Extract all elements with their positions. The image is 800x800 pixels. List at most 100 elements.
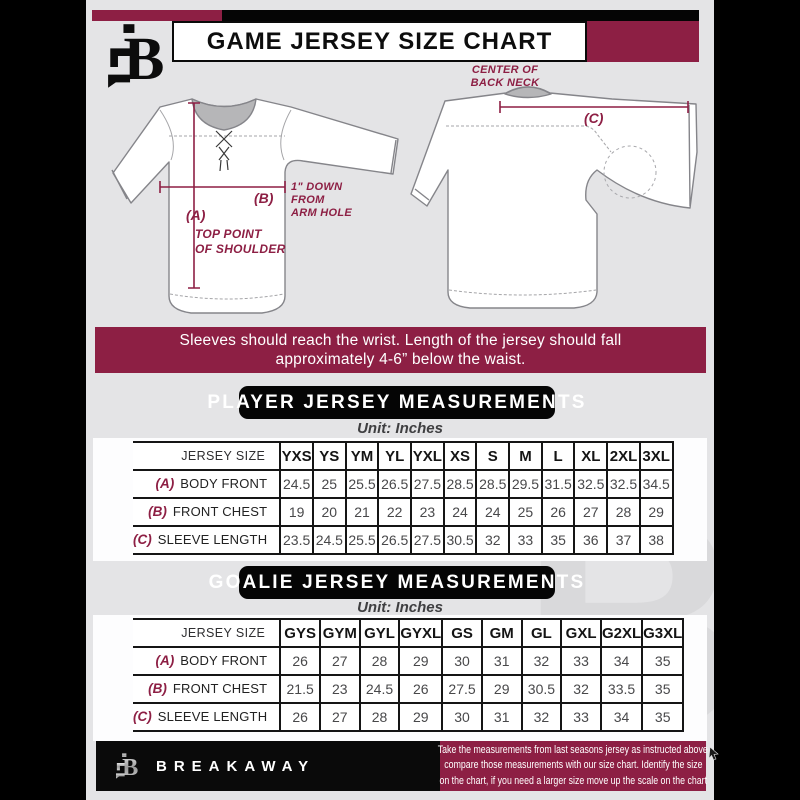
footer-note-line3: on the chart, if you need a larger size … — [439, 774, 707, 787]
left-frame — [0, 0, 86, 800]
a-desc-line2: OF SHOULDER — [195, 242, 286, 256]
size-column-header: M — [508, 441, 543, 471]
measurement-value-cell: 20 — [311, 497, 347, 527]
measurement-value-cell: 30.5 — [520, 674, 563, 704]
row-label: BODY FRONT — [180, 476, 268, 491]
center-back-neck-line1: CENTER OF — [471, 64, 539, 76]
size-column-header: S — [475, 441, 511, 471]
row-marker: (A) — [155, 476, 175, 491]
measurement-value-cell: 34 — [599, 702, 644, 732]
jersey-size-header-cell: JERSEY SIZE — [133, 618, 282, 648]
row-marker: (C) — [133, 709, 152, 724]
measurement-line-a — [188, 102, 200, 289]
measurement-value-cell: 37 — [606, 525, 641, 555]
size-column-header: GYS — [279, 618, 321, 648]
player-section-title: PLAYER JERSEY MEASUREMENTS — [207, 391, 587, 413]
measurement-value-cell: 29.5 — [508, 469, 543, 499]
row-label: FRONT CHEST — [172, 681, 268, 696]
measurement-value-cell: 31.5 — [540, 469, 576, 499]
measurement-value-cell: 32 — [520, 646, 563, 676]
size-column-header: 2XL — [606, 441, 641, 471]
note-banner-line1: Sleeves should reach the wrist. Length o… — [179, 331, 622, 349]
note-banner: Sleeves should reach the wrist. Length o… — [95, 327, 706, 373]
size-column-header: YXS — [279, 441, 314, 471]
measurement-value-cell: 31 — [480, 646, 523, 676]
row-label: SLEEVE LENGTH — [157, 709, 268, 724]
measurement-value-cell: 26 — [279, 646, 321, 676]
measurement-value-cell: 21.5 — [279, 674, 321, 704]
size-column-header: XS — [442, 441, 478, 471]
top-accent-black-bar — [222, 10, 699, 21]
marker-b-label: (B) — [254, 190, 274, 206]
measurement-value-cell: 29 — [638, 497, 674, 527]
mouse-cursor — [708, 746, 719, 761]
measurement-row-label: (B) FRONT CHEST — [133, 674, 282, 704]
row-marker: (B) — [148, 681, 167, 696]
measurement-value-cell: 33 — [560, 646, 602, 676]
size-column-header: GL — [520, 618, 563, 648]
size-column-header: GM — [480, 618, 523, 648]
measurement-value-cell: 30 — [441, 702, 483, 732]
measurement-value-cell: 19 — [279, 497, 314, 527]
measurement-value-cell: 25.5 — [344, 469, 380, 499]
measurement-value-cell: 26.5 — [377, 525, 413, 555]
measurement-value-cell: 38 — [638, 525, 674, 555]
measurement-value-cell: 34 — [599, 646, 644, 676]
unit-label-player: Unit: Inches — [357, 420, 443, 437]
measurement-value-cell: 26.5 — [377, 469, 413, 499]
footer-brand-logo-icon: B — [116, 753, 138, 781]
footer-note-box: Take the measurements from last seasons … — [438, 741, 708, 791]
footer-brand-name: BREAKAWAY — [156, 757, 316, 775]
unit-label-goalie: Unit: Inches — [357, 599, 443, 616]
measurement-row-label: (C) SLEEVE LENGTH — [133, 702, 282, 732]
measurement-value-cell: 22 — [377, 497, 413, 527]
footer-brand-box: B BREAKAWAY — [96, 741, 440, 791]
measurement-value-cell: 29 — [398, 702, 444, 732]
measurement-value-cell: 23 — [318, 674, 361, 704]
svg-text:B: B — [122, 754, 138, 781]
row-marker: (C) — [133, 532, 152, 547]
size-column-header: YS — [311, 441, 347, 471]
center-back-neck-label: CENTER OF BACK NECK — [455, 64, 555, 90]
measurement-value-cell: 32.5 — [573, 469, 609, 499]
measurement-value-cell: 25 — [508, 497, 543, 527]
marker-b-description: 1" DOWN FROM ARM HOLE — [291, 181, 352, 220]
measurement-value-cell: 24.5 — [279, 469, 314, 499]
measurement-value-cell: 28.5 — [475, 469, 511, 499]
measurement-row-label: (B) FRONT CHEST — [133, 497, 282, 527]
size-column-header: YL — [377, 441, 413, 471]
measurement-value-cell: 27.5 — [410, 525, 445, 555]
size-header-row: JERSEY SIZE YXS YS YM YL YXL XS S M L XL 2XL 3XL — [133, 441, 674, 471]
measurement-value-cell: 33 — [508, 525, 543, 555]
measurement-value-cell: 32.5 — [606, 469, 641, 499]
row-marker: (B) — [148, 504, 167, 519]
goalie-section-title: GOALIE JERSEY MEASUREMENTS — [208, 571, 586, 593]
measurement-value-cell: 26 — [540, 497, 576, 527]
measurement-value-cell: 28 — [358, 646, 401, 676]
measurement-value-cell: 29 — [398, 646, 444, 676]
note-banner-line2: approximately 4-6” below the waist. — [275, 351, 526, 368]
svg-text:B: B — [123, 25, 164, 90]
measurement-row: (C) SLEEVE LENGTH 26 27 28 29 30 31 32 33 34 35 — [133, 702, 685, 732]
measurement-line-b — [159, 181, 286, 193]
title-box: GAME JERSEY SIZE CHART — [172, 21, 587, 62]
footer-note-line1: Take the measurements from last seasons … — [438, 743, 708, 756]
measurement-value-cell: 31 — [480, 702, 523, 732]
marker-a-label: (A) — [186, 207, 206, 223]
measurement-value-cell: 28 — [606, 497, 641, 527]
measurement-value-cell: 21 — [344, 497, 380, 527]
row-label: FRONT CHEST — [172, 504, 268, 519]
marker-a-description: TOP POINT OF SHOULDER — [195, 227, 286, 257]
size-column-header: GYL — [358, 618, 401, 648]
size-column-header: YXL — [410, 441, 445, 471]
jersey-diagrams — [111, 86, 698, 314]
size-column-header: GS — [441, 618, 483, 648]
measurement-row-label: (C) SLEEVE LENGTH — [133, 525, 282, 555]
size-column-header: G3XL — [641, 618, 685, 648]
measurement-row-label: (A) BODY FRONT — [133, 646, 282, 676]
measurement-row: (B) FRONT CHEST 21.5 23 24.5 26 27.5 29 30.5 32 33… — [133, 674, 685, 704]
title-accent-block — [587, 21, 699, 62]
measurement-value-cell: 35 — [641, 674, 685, 704]
right-frame — [714, 0, 800, 800]
